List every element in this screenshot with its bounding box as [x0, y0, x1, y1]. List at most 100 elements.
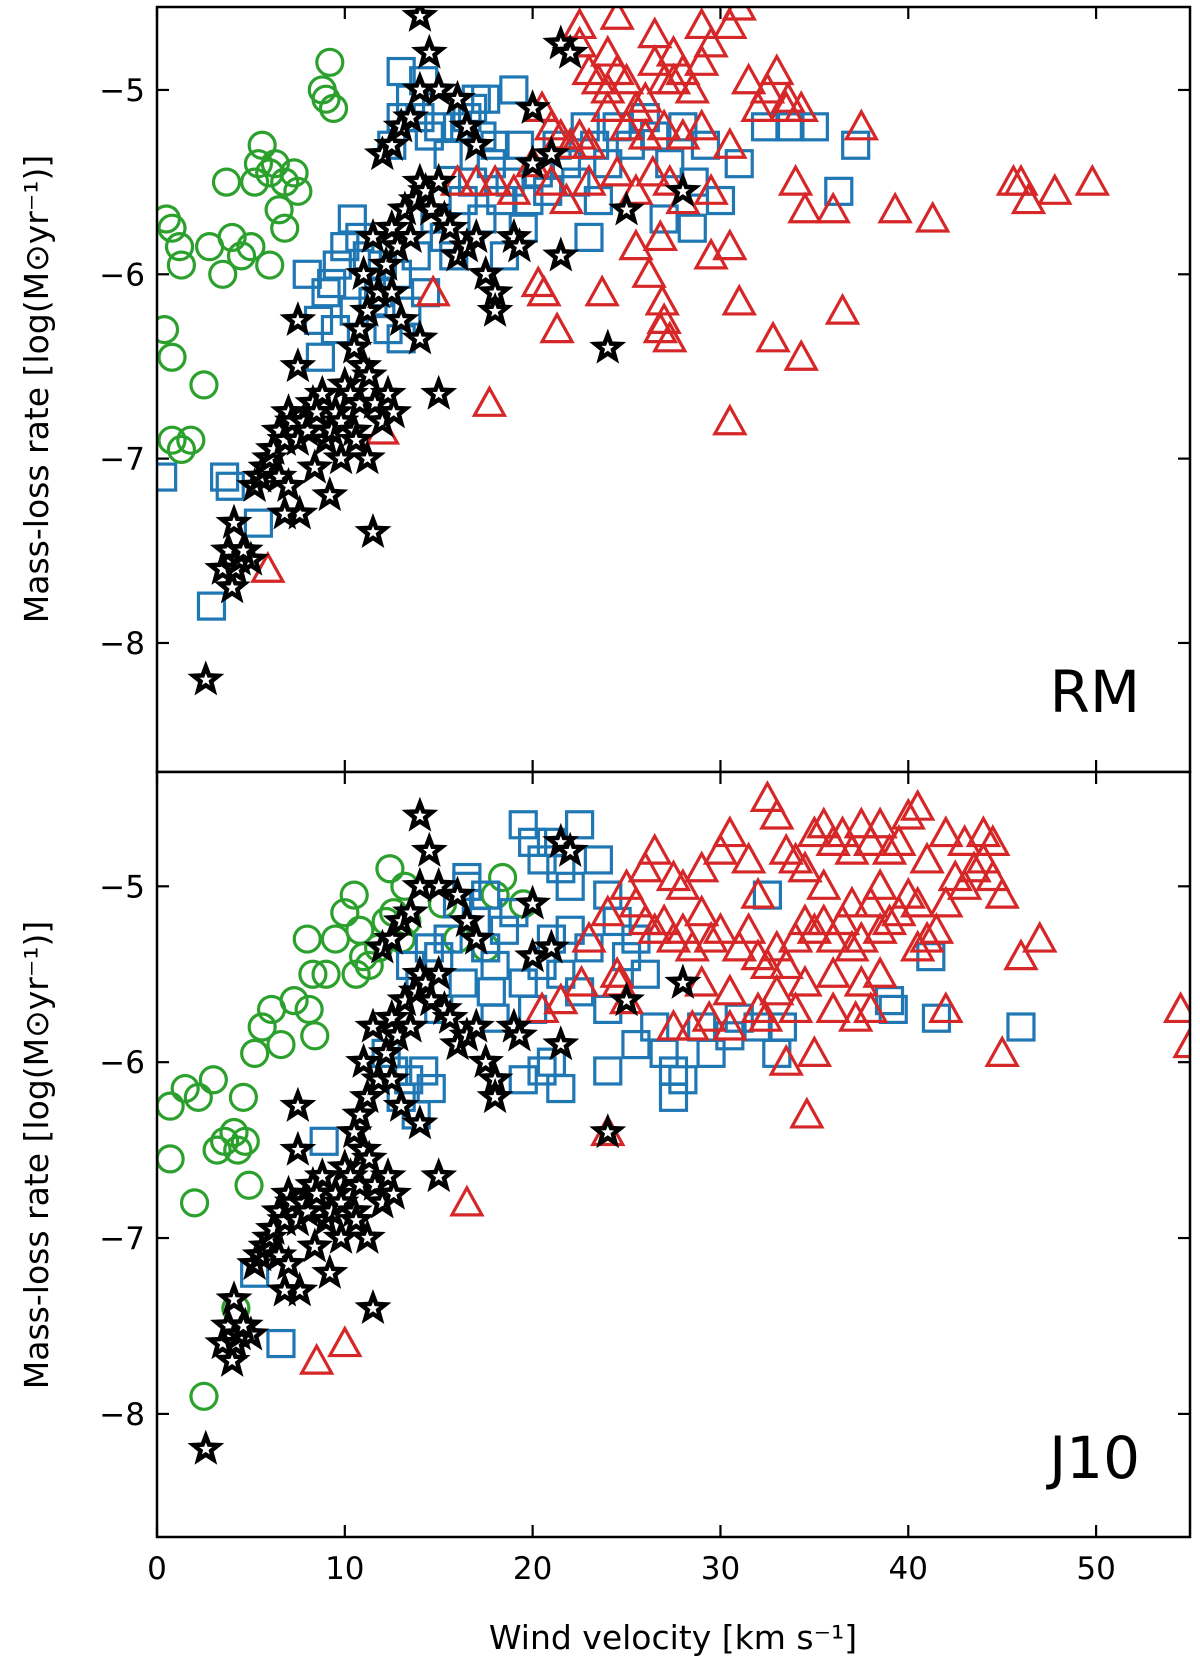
square-marker	[621, 1029, 651, 1060]
triangle-marker	[552, 126, 588, 159]
star-marker	[367, 245, 405, 281]
triangle-marker	[636, 16, 673, 49]
triangle-marker	[712, 7, 748, 40]
triangle-marker	[691, 999, 727, 1032]
star-marker	[467, 254, 504, 290]
triangle-marker	[646, 108, 682, 141]
square-marker	[157, 462, 178, 492]
triangle-marker	[655, 34, 692, 67]
square-marker	[668, 1065, 698, 1095]
square-marker	[414, 933, 444, 963]
circle-marker	[157, 213, 187, 243]
triangle-marker	[730, 841, 767, 874]
star-marker	[296, 448, 334, 484]
triangle-marker	[1003, 938, 1039, 971]
square-marker	[640, 1012, 670, 1042]
star-marker	[303, 1157, 341, 1193]
triangle-marker	[533, 163, 570, 196]
square-marker	[424, 112, 454, 142]
star-marker	[369, 374, 407, 410]
star-marker	[448, 107, 486, 143]
triangle-marker	[590, 894, 626, 927]
triangle-marker	[571, 163, 607, 196]
star-marker	[215, 503, 253, 539]
star-marker	[345, 1042, 383, 1078]
triangle-marker	[599, 955, 635, 988]
star-marker	[514, 89, 551, 125]
triangle-marker	[787, 191, 823, 224]
triangle-marker	[721, 929, 757, 962]
circle-marker	[230, 1126, 260, 1156]
triangle-marker	[871, 832, 908, 865]
triangle-marker	[806, 868, 842, 900]
x-tick-label: 0	[147, 1551, 167, 1587]
panel-label-j10: J10	[1046, 1424, 1140, 1492]
triangle-marker	[1172, 1026, 1190, 1059]
star-marker	[335, 328, 373, 364]
triangle-marker	[796, 1035, 833, 1067]
circle-marker	[166, 434, 197, 465]
triangle-marker	[914, 200, 951, 233]
square-marker	[546, 854, 576, 884]
square-marker	[514, 185, 544, 216]
triangle-marker	[749, 780, 786, 812]
y-tick-label: −7	[99, 1221, 145, 1257]
square-marker	[527, 1056, 557, 1086]
triangle-marker	[652, 320, 688, 353]
star-marker	[373, 125, 411, 161]
triangle-marker	[644, 283, 680, 316]
triangle-marker	[1022, 920, 1058, 953]
star-marker	[514, 144, 551, 180]
star-marker	[392, 98, 429, 134]
star-marker	[382, 1086, 420, 1122]
triangle-marker	[652, 163, 688, 196]
triangle-marker	[984, 1035, 1020, 1067]
triangle-marker	[852, 824, 889, 856]
triangle-marker	[458, 163, 495, 196]
square-marker	[266, 1328, 296, 1359]
triangle-marker	[815, 824, 851, 856]
square-marker	[564, 810, 595, 840]
star-marker	[542, 236, 580, 272]
triangle-marker	[415, 274, 451, 307]
star-marker	[401, 7, 439, 32]
star-marker	[279, 301, 317, 337]
circle-marker	[208, 259, 238, 289]
triangle-marker	[1162, 991, 1190, 1024]
square-marker	[433, 924, 463, 954]
y-tick-label: −8	[99, 1397, 145, 1433]
triangle-marker	[642, 311, 679, 344]
circle-marker	[279, 158, 309, 188]
star-marker	[335, 1113, 373, 1149]
frame-j10	[155, 770, 1192, 1539]
triangle-marker	[877, 191, 913, 224]
square-marker	[317, 268, 347, 299]
circle-marker	[228, 1082, 258, 1112]
square-marker	[486, 185, 516, 216]
triangle-marker	[599, 154, 635, 187]
triangle-marker	[655, 1008, 692, 1041]
star-marker	[213, 568, 251, 604]
square-marker	[593, 1056, 623, 1086]
circle-marker	[166, 250, 197, 280]
square-marker	[555, 915, 585, 945]
x-tick-label: 10	[325, 1551, 364, 1587]
triangle-marker	[563, 964, 600, 997]
triangle-marker	[693, 25, 729, 58]
star-marker	[266, 494, 304, 530]
square-marker	[330, 232, 360, 262]
star-marker	[664, 963, 702, 999]
triangle-marker	[824, 292, 861, 325]
triangle-marker	[824, 903, 861, 936]
triangle-marker	[984, 876, 1020, 909]
x-tick-label: 20	[513, 1551, 552, 1587]
triangle-marker	[636, 832, 673, 865]
star-marker	[270, 466, 307, 502]
y-tick-label: −5	[99, 869, 145, 905]
square-marker	[574, 222, 604, 253]
triangle-marker	[702, 832, 739, 865]
triangle-marker	[787, 964, 823, 997]
triangle-marker	[759, 53, 795, 86]
markers-rm	[157, 7, 1111, 696]
